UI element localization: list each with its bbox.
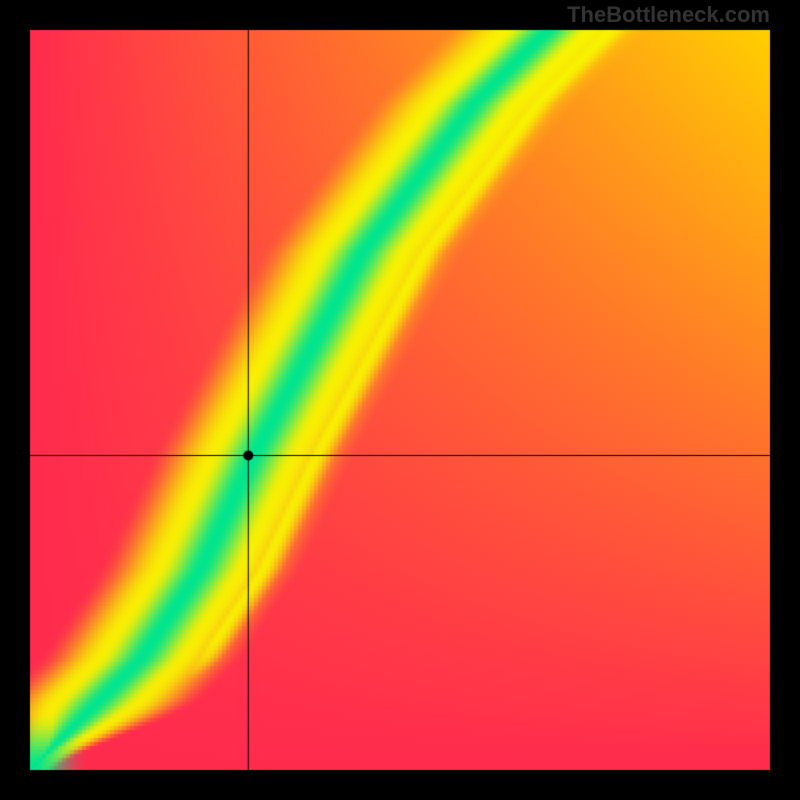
chart-title: TheBottleneck.com — [567, 2, 770, 28]
chart-container: TheBottleneck.com — [0, 0, 800, 800]
heatmap-canvas — [0, 0, 800, 800]
